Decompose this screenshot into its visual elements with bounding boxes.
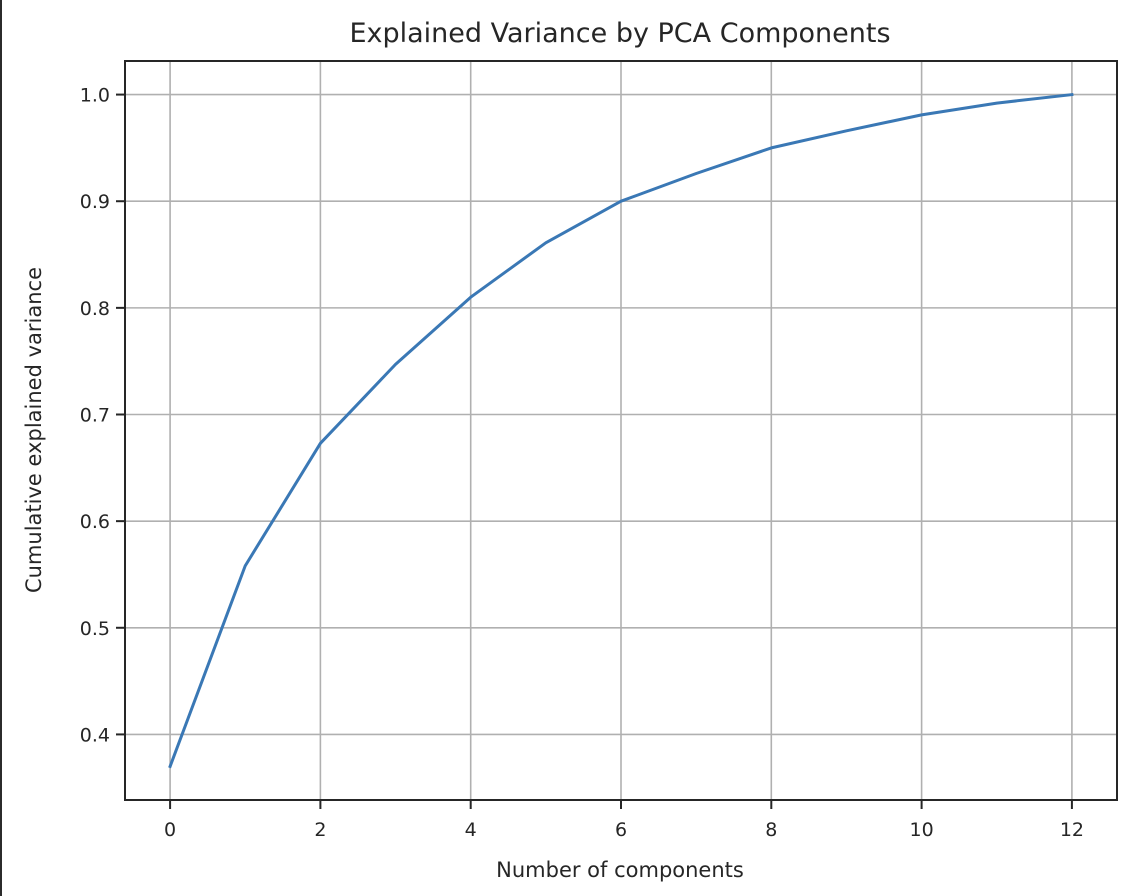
x-tick-label: 12 — [1060, 819, 1084, 841]
y-tick-label: 0.7 — [80, 405, 110, 427]
x-axis-ticks: 0 2 4 6 8 10 12 — [164, 800, 1084, 841]
data-series — [168, 92, 1074, 769]
x-tick-label: 8 — [765, 819, 777, 841]
y-tick-label: 0.9 — [80, 191, 110, 213]
y-axis-ticks: 0.4 0.5 0.6 0.7 0.8 0.9 1.0 — [80, 85, 125, 746]
x-tick-label: 10 — [910, 819, 934, 841]
x-axis-label: Number of components — [496, 858, 744, 882]
x-tick-label: 2 — [314, 819, 326, 841]
y-tick-label: 0.4 — [80, 724, 110, 746]
cumulative-variance-line — [168, 92, 1074, 769]
chart-title: Explained Variance by PCA Components — [349, 18, 890, 49]
y-tick-label: 1.0 — [80, 85, 110, 107]
x-tick-label: 4 — [465, 819, 477, 841]
x-tick-label: 0 — [164, 819, 176, 841]
x-tick-label: 6 — [615, 819, 627, 841]
y-axis-label: Cumulative explained variance — [22, 267, 46, 593]
grid-lines — [125, 61, 1117, 800]
y-tick-label: 0.8 — [80, 298, 110, 320]
window-left-border — [0, 0, 2, 896]
y-tick-label: 0.6 — [80, 511, 110, 533]
y-tick-label: 0.5 — [80, 618, 110, 640]
